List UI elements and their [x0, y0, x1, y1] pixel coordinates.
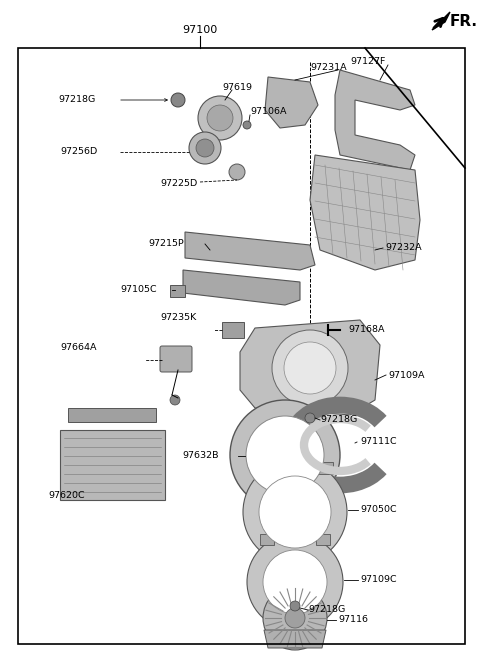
Text: FR.: FR.: [450, 14, 478, 30]
Text: 97215P: 97215P: [148, 239, 184, 249]
Circle shape: [198, 96, 242, 140]
Circle shape: [243, 460, 347, 564]
Polygon shape: [265, 77, 318, 128]
Text: 97225D: 97225D: [160, 178, 197, 188]
Bar: [60, 430, 165, 500]
Text: 97235K: 97235K: [160, 314, 196, 323]
Text: 97109A: 97109A: [388, 371, 424, 380]
Text: 97105C: 97105C: [120, 285, 156, 295]
Bar: [257, 462, 273, 474]
Bar: [317, 462, 333, 474]
Circle shape: [259, 476, 331, 548]
Text: 97168A: 97168A: [348, 325, 384, 335]
Bar: [287, 457, 303, 469]
Circle shape: [263, 550, 327, 614]
Circle shape: [290, 601, 300, 611]
Circle shape: [284, 342, 336, 394]
Circle shape: [305, 413, 315, 423]
Polygon shape: [432, 12, 450, 30]
Text: 97109C: 97109C: [360, 575, 396, 584]
Text: 97619: 97619: [222, 83, 252, 91]
Bar: [316, 534, 330, 545]
Bar: [170, 285, 185, 297]
Polygon shape: [183, 270, 300, 305]
Text: 97620C: 97620C: [48, 491, 84, 499]
Text: 97231A: 97231A: [310, 64, 347, 73]
Text: 97218G: 97218G: [308, 605, 345, 615]
Text: 97632B: 97632B: [182, 451, 218, 461]
Text: 97100: 97100: [182, 25, 217, 35]
Circle shape: [285, 608, 305, 628]
Polygon shape: [185, 232, 315, 270]
Circle shape: [247, 534, 343, 630]
Text: 97232A: 97232A: [385, 243, 421, 253]
Bar: [260, 534, 274, 545]
Circle shape: [243, 121, 251, 129]
Polygon shape: [335, 70, 415, 170]
Text: 97116: 97116: [338, 615, 368, 625]
Circle shape: [229, 164, 245, 180]
Circle shape: [230, 400, 340, 510]
Text: 97664A: 97664A: [60, 344, 96, 352]
Text: 97218G: 97218G: [58, 96, 95, 104]
Bar: [68, 408, 156, 422]
Text: 97111C: 97111C: [360, 438, 396, 447]
Circle shape: [246, 416, 324, 494]
Text: 97050C: 97050C: [360, 506, 396, 514]
Text: 97106A: 97106A: [250, 108, 287, 117]
Bar: [288, 530, 302, 541]
Circle shape: [207, 105, 233, 131]
FancyBboxPatch shape: [160, 346, 192, 372]
Circle shape: [263, 586, 327, 650]
Circle shape: [171, 93, 185, 107]
Circle shape: [170, 395, 180, 405]
Text: 97127F: 97127F: [350, 58, 385, 66]
Text: 97256D: 97256D: [60, 148, 97, 157]
Circle shape: [189, 132, 221, 164]
Polygon shape: [264, 630, 326, 648]
Polygon shape: [310, 155, 420, 270]
Circle shape: [272, 330, 348, 406]
Text: 97218G: 97218G: [320, 415, 357, 424]
Bar: [222, 322, 244, 338]
Polygon shape: [240, 320, 380, 415]
Circle shape: [196, 139, 214, 157]
